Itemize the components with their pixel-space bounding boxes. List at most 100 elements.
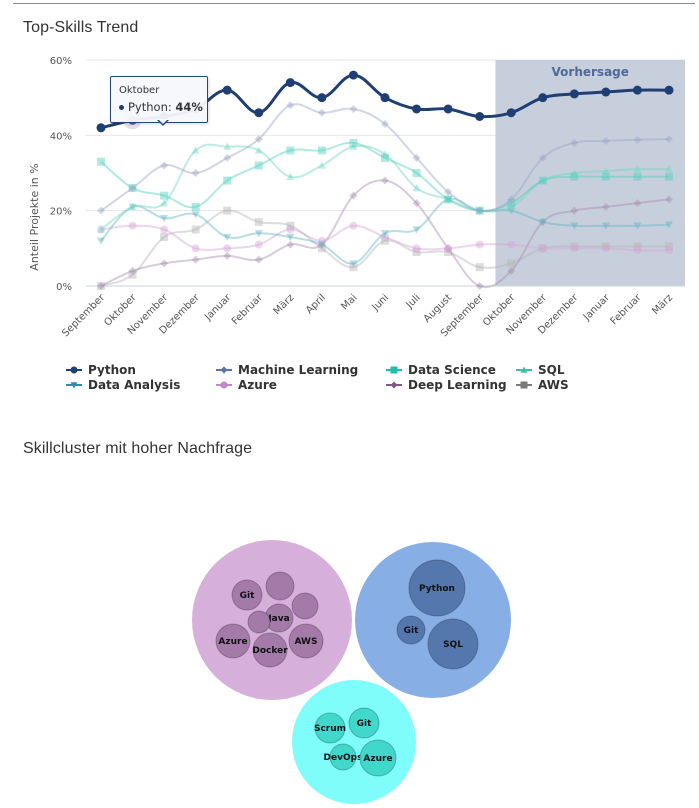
skill-circle (427, 618, 479, 670)
skill-bubble-git[interactable]: Git (231, 579, 263, 611)
forecast-band: Vorhersage (495, 60, 685, 286)
skill-bubble-aws[interactable]: AWS (288, 623, 324, 659)
data-point (633, 172, 642, 181)
data-point (97, 282, 105, 290)
series-line (100, 224, 670, 252)
data-point (97, 225, 105, 234)
y-tick-label: 0% (56, 282, 72, 293)
data-point (475, 207, 484, 215)
data-point (317, 236, 326, 245)
data-point (569, 89, 579, 99)
skill-label: SQL (443, 640, 463, 650)
data-point (317, 146, 326, 155)
legend-marker-icon (66, 382, 82, 389)
data-point (191, 169, 200, 177)
skill-circle (288, 623, 324, 659)
data-point (538, 217, 547, 226)
data-point (286, 233, 295, 242)
x-tick-label: März (272, 292, 297, 317)
x-tick-label: Mai (339, 292, 359, 312)
data-point (381, 176, 389, 185)
data-point (191, 244, 200, 253)
data-point (160, 199, 169, 207)
data-point (381, 230, 389, 238)
legend-item-azure[interactable]: Azure (216, 378, 277, 392)
data-point (220, 366, 228, 374)
series-machine-learning (97, 101, 673, 215)
data-point (664, 85, 674, 95)
skill-bubble-devops[interactable]: DevOps (324, 743, 363, 771)
data-point (444, 195, 453, 203)
data-point (475, 206, 484, 215)
skill-bubble-git[interactable]: Git (396, 615, 426, 645)
tooltip-series-name: Python (128, 100, 168, 114)
skill-bubble-sql[interactable]: SQL (427, 618, 479, 670)
series-line (100, 143, 670, 231)
data-point (444, 196, 453, 204)
data-point (223, 153, 232, 162)
data-point (601, 172, 610, 181)
x-tick-label: April (304, 292, 328, 316)
data-point (443, 104, 453, 114)
tooltip-row: Python: 44% (119, 100, 203, 114)
data-point (520, 366, 528, 373)
chart-tooltip: Oktober Python: 44% (110, 76, 208, 123)
skill-bubble[interactable] (291, 592, 319, 620)
series-sql (97, 142, 673, 233)
skill-cluster-1: Git Java Azure Docker AWS (192, 540, 352, 700)
data-point (507, 195, 516, 204)
legend-item-sql[interactable]: SQL (516, 363, 565, 377)
data-point (601, 244, 610, 253)
data-point (665, 221, 673, 229)
data-point (412, 248, 421, 257)
legend-label: Data Analysis (88, 378, 181, 392)
legend-item-data-science[interactable]: Data Science (386, 363, 496, 377)
y-tick-label: 60% (50, 56, 72, 67)
skill-bubble-azure[interactable]: Azure (215, 623, 251, 659)
series-data-science (97, 138, 673, 215)
data-point (254, 146, 263, 154)
data-point (538, 218, 547, 226)
skill-circle (252, 632, 288, 668)
skill-bubble-python[interactable]: Python (408, 559, 466, 617)
x-tick-label: Januar (202, 292, 234, 324)
series-data-analysis (97, 196, 673, 268)
trend-section-title: Top-Skills Trend (23, 19, 139, 36)
data-point (96, 123, 106, 133)
data-point (665, 242, 673, 251)
x-tick-label: Juli (404, 292, 423, 311)
x-tick-label: September (60, 292, 107, 339)
data-point (507, 266, 516, 275)
series-line (100, 197, 670, 265)
data-point (538, 244, 547, 253)
data-point (601, 222, 610, 230)
skill-bubble-azure[interactable]: Azure (359, 739, 397, 777)
legend-item-data-analysis[interactable]: Data Analysis (66, 378, 180, 392)
data-point (254, 135, 263, 144)
skill-bubble[interactable] (265, 571, 295, 601)
data-point (601, 167, 610, 175)
data-point (538, 93, 548, 103)
data-point (601, 202, 610, 211)
data-point (220, 381, 228, 389)
skill-label: AWS (295, 637, 318, 647)
skill-label: Git (240, 591, 255, 601)
skill-bubble[interactable] (247, 610, 271, 634)
tooltip-header: Oktober (119, 85, 160, 96)
skill-bubble-docker[interactable]: Docker (252, 632, 288, 668)
series-layer (96, 70, 674, 290)
data-point (128, 270, 137, 279)
legend-item-machine-learning[interactable]: Machine Learning (216, 363, 358, 377)
legend-item-deep-learning[interactable]: Deep Learning (386, 378, 507, 392)
data-point (348, 70, 358, 80)
legend-item-python[interactable]: Python (66, 363, 136, 377)
skill-bubble-scrum[interactable]: Scrum (314, 712, 346, 744)
data-point (444, 244, 453, 253)
data-point (390, 366, 398, 374)
data-point (412, 226, 421, 234)
data-point (349, 104, 358, 113)
data-point (665, 246, 673, 255)
legend-item-aws[interactable]: AWS (516, 378, 569, 392)
skill-bubble-git[interactable]: Git (348, 707, 380, 739)
data-point (349, 142, 358, 150)
